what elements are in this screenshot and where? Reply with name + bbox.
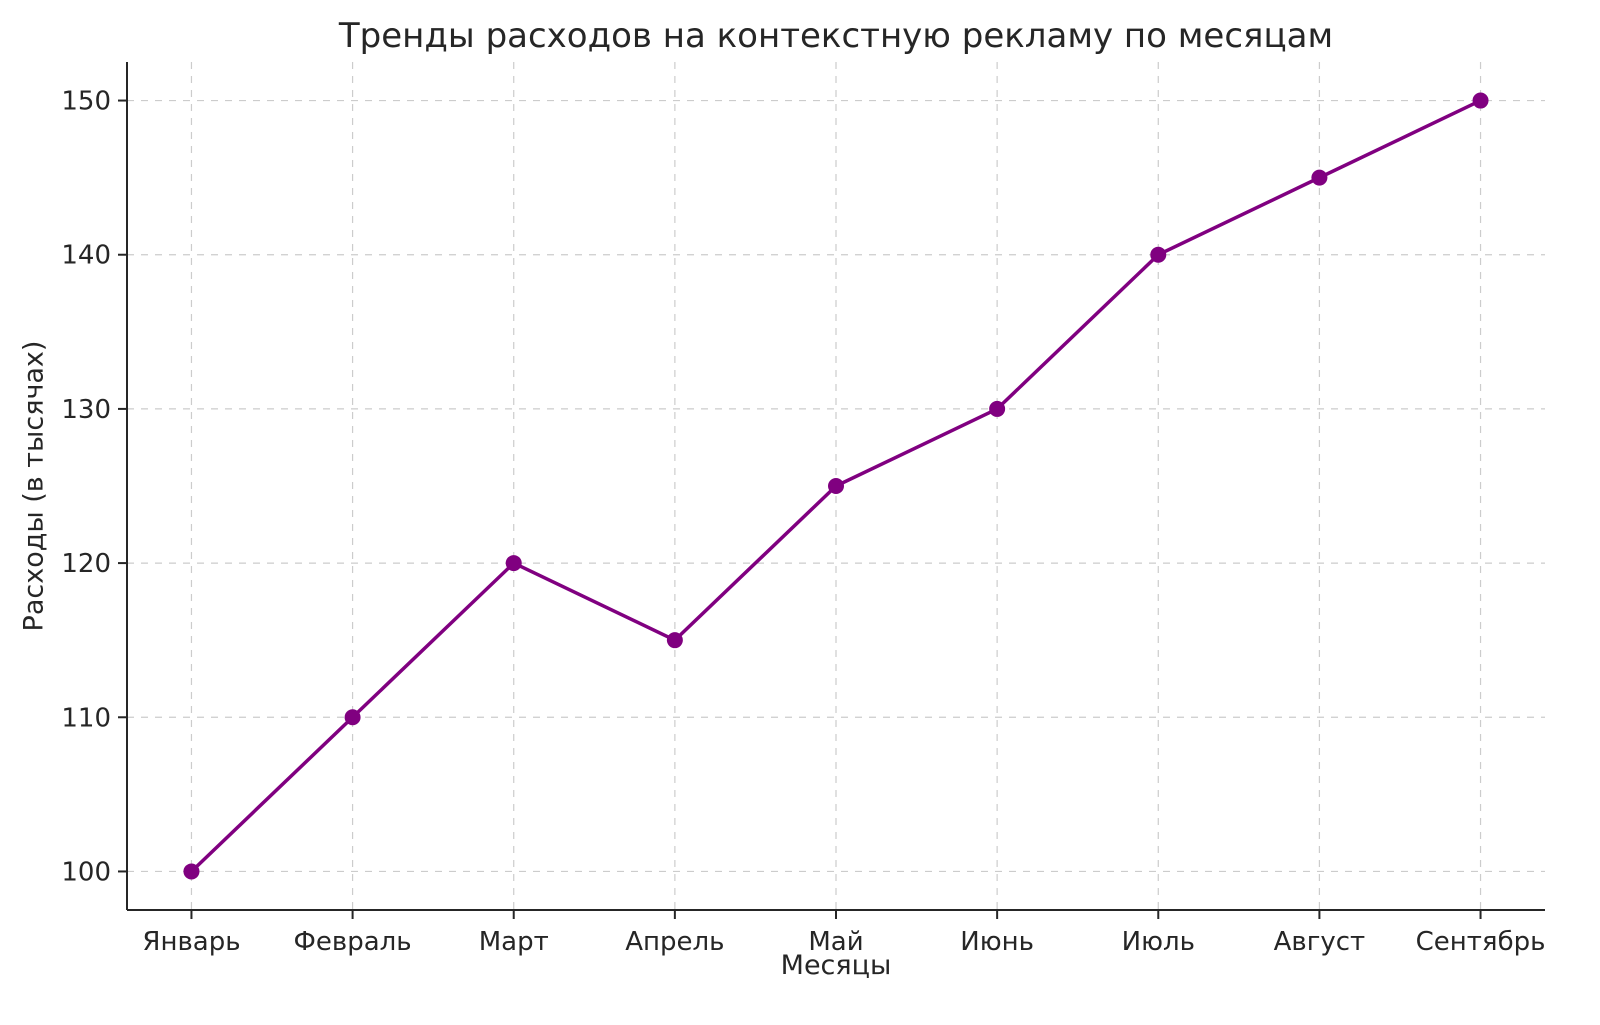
- x-tick-label: Март: [479, 927, 549, 957]
- data-point: [344, 709, 361, 726]
- data-point: [1150, 246, 1167, 263]
- x-tick-label: Январь: [142, 927, 240, 957]
- x-axis-label: Месяцы: [780, 950, 892, 981]
- x-tick-label: Август: [1274, 927, 1366, 957]
- x-tick-label: Апрель: [625, 927, 724, 957]
- y-axis-label: Расходы (в тысячах): [18, 340, 50, 632]
- data-point: [183, 863, 200, 880]
- y-tick-label: 100: [61, 857, 111, 887]
- data-point: [666, 632, 683, 649]
- y-tick-label: 110: [61, 703, 111, 733]
- data-point: [989, 400, 1006, 417]
- data-point: [1311, 169, 1328, 186]
- x-tick-label: Июль: [1122, 927, 1195, 957]
- x-tick-label: Февраль: [294, 927, 412, 957]
- y-tick-label: 140: [61, 241, 111, 271]
- x-tick-label: Сентябрь: [1416, 927, 1546, 957]
- data-point: [1472, 92, 1489, 109]
- x-tick-label: Июнь: [960, 927, 1034, 957]
- chart-title: Тренды расходов на контекстную рекламу п…: [338, 16, 1334, 56]
- data-point: [505, 555, 522, 572]
- y-tick-label: 130: [61, 395, 111, 425]
- data-point: [828, 478, 844, 494]
- x-tick-label: Май: [808, 927, 863, 957]
- y-tick-label: 120: [61, 549, 111, 579]
- y-tick-label: 150: [61, 87, 111, 117]
